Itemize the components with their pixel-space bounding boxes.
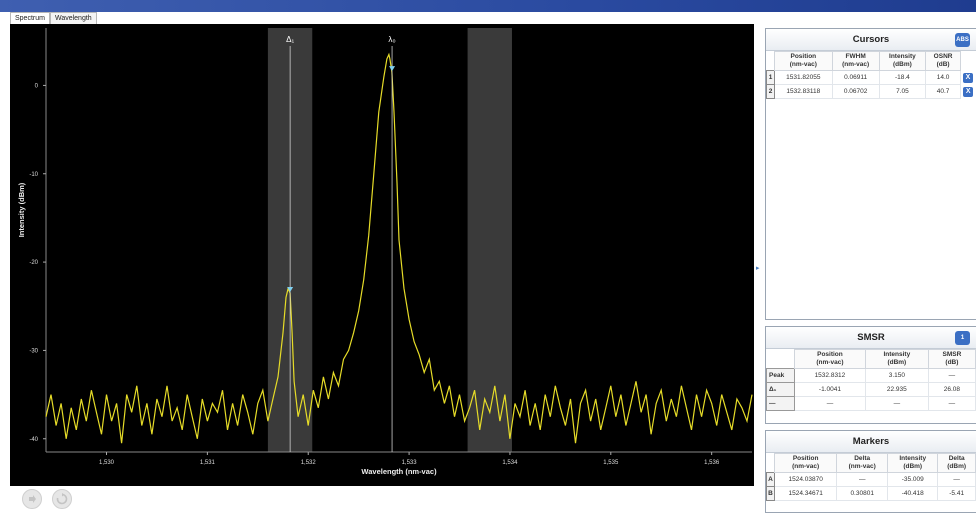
spectrum-chart[interactable]: 0 -10 -20 -30 -40 1,530 1,531 1,532 1,533 1,534 1,… bbox=[10, 24, 754, 486]
row-index: 1 bbox=[766, 70, 775, 85]
column-header-delta-dbm: Delta (dBm) bbox=[937, 453, 976, 473]
cursors-panel-title: Cursors ABS bbox=[766, 29, 976, 51]
column-header-position: Position (nm-vac) bbox=[773, 453, 838, 473]
refresh-button[interactable] bbox=[52, 489, 72, 509]
x-axis-label: Wavelength (nm-vac) bbox=[361, 467, 437, 476]
y-tick-label: 0 bbox=[35, 83, 39, 89]
remove-cursor-button[interactable]: X bbox=[963, 72, 973, 83]
x-tick-label: 1,531 bbox=[200, 460, 216, 466]
smsr-index-badge[interactable]: 1 bbox=[955, 331, 970, 345]
table-row[interactable]: A 1524.03870 — -35.009 — bbox=[766, 472, 976, 487]
markers-panel-title: Markers bbox=[766, 431, 976, 453]
cell-osnr: 14.0 bbox=[925, 70, 961, 85]
cursor-label: Δ₁ bbox=[286, 35, 294, 44]
cell-delta-dbm: — bbox=[937, 472, 976, 487]
x-tick-label: 1,532 bbox=[301, 460, 317, 466]
abs-toggle-button[interactable]: ABS bbox=[955, 33, 970, 47]
table-row[interactable]: 1 1531.82055 0.06911 -18.4 14.0 X bbox=[766, 70, 976, 85]
table-row[interactable]: 2 1532.83118 0.06702 7.05 40.7 X bbox=[766, 84, 976, 99]
column-header-position: Position (nm-vac) bbox=[774, 51, 833, 71]
cell-smsr: — bbox=[927, 368, 976, 383]
table-row[interactable]: B 1524.34671 0.30801 -40.418 -5.41 bbox=[766, 486, 976, 501]
spectrum-trace bbox=[45, 52, 753, 444]
cell-intensity: 3.150 bbox=[864, 368, 929, 383]
spectrum-plot[interactable]: 0 -10 -20 -30 -40 1,530 1,531 1,532 1,533 1,534 1,… bbox=[10, 24, 754, 486]
window-title-bar bbox=[0, 0, 976, 12]
view-tabs: Spectrum Wavelength bbox=[10, 12, 97, 24]
column-header-delta: Delta (nm-vac) bbox=[836, 453, 889, 473]
cell-position: -1.0041 bbox=[794, 382, 866, 397]
x-tick-label: 1,534 bbox=[502, 460, 518, 466]
cell-fwhm: 0.06911 bbox=[831, 70, 880, 85]
cell-delta: 0.30801 bbox=[836, 486, 889, 501]
row-label: Δ₁ bbox=[766, 382, 795, 397]
cell-position: — bbox=[794, 396, 866, 411]
column-header-smsr: SMSR (dB) bbox=[927, 349, 976, 369]
panel-collapse-arrow-icon[interactable]: ▸ bbox=[756, 265, 760, 272]
smsr-panel-title: SMSR 1 bbox=[766, 327, 976, 349]
refresh-icon bbox=[56, 493, 68, 505]
cell-intensity: -18.4 bbox=[878, 70, 927, 85]
cell-smsr: 26.08 bbox=[927, 382, 976, 397]
y-tick-label: -30 bbox=[29, 348, 38, 354]
smsr-panel: SMSR 1 Position (nm-vac) Intensity (dBm)… bbox=[765, 326, 976, 424]
play-icon bbox=[29, 495, 36, 503]
y-tick-label: -10 bbox=[29, 172, 38, 178]
column-header-position: Position (nm-vac) bbox=[794, 349, 866, 369]
row-label: — bbox=[766, 396, 795, 411]
cursor-window-band bbox=[467, 28, 512, 452]
x-tick-label: 1,533 bbox=[402, 460, 418, 466]
row-label: A bbox=[766, 472, 775, 487]
y-tick-label: -40 bbox=[29, 437, 38, 443]
cell-intensity: — bbox=[864, 396, 929, 411]
cell-intensity: 7.05 bbox=[878, 84, 927, 99]
cell-fwhm: 0.06702 bbox=[831, 84, 880, 99]
column-header-intensity: Intensity (dBm) bbox=[887, 453, 939, 473]
cell-delta-dbm: -5.41 bbox=[937, 486, 976, 501]
play-button[interactable] bbox=[22, 489, 42, 509]
y-axis-label: Intensity (dBm) bbox=[17, 182, 26, 237]
row-index: 2 bbox=[766, 84, 775, 99]
table-row[interactable]: — — — — bbox=[766, 396, 976, 411]
row-label: B bbox=[766, 486, 775, 501]
cell-position: 1524.34671 bbox=[773, 486, 838, 501]
cell-position: 1524.03870 bbox=[773, 472, 838, 487]
cell-position: 1532.83118 bbox=[774, 84, 833, 99]
table-row[interactable]: Δ₁ -1.0041 22.935 26.08 bbox=[766, 382, 976, 397]
tab-spectrum[interactable]: Spectrum bbox=[10, 12, 50, 24]
x-tick-label: 1,530 bbox=[99, 460, 115, 466]
x-tick-label: 1,535 bbox=[603, 460, 619, 466]
y-tick-label: -20 bbox=[29, 260, 38, 266]
cell-intensity: 22.935 bbox=[864, 382, 929, 397]
markers-table: Position (nm-vac) Delta (nm-vac) Intensi… bbox=[766, 453, 976, 501]
cell-smsr: — bbox=[927, 396, 976, 411]
row-label: Peak bbox=[766, 368, 795, 383]
column-header-fwhm: FWHM (nm-vac) bbox=[831, 51, 880, 71]
x-tick-label: 1,536 bbox=[704, 460, 720, 466]
column-header-intensity: Intensity (dBm) bbox=[878, 51, 927, 71]
cursors-table: Position (nm-vac) FWHM (nm-vac) Intensit… bbox=[766, 51, 976, 99]
column-header-intensity: Intensity (dBm) bbox=[864, 349, 929, 369]
smsr-table: Position (nm-vac) Intensity (dBm) SMSR (… bbox=[766, 349, 976, 411]
cell-osnr: 40.7 bbox=[925, 84, 961, 99]
tab-wavelength[interactable]: Wavelength bbox=[49, 12, 97, 24]
column-header-osnr: OSNR (dB) bbox=[925, 51, 961, 71]
cell-intensity: -40.418 bbox=[887, 486, 939, 501]
table-row[interactable]: Peak 1532.8312 3.150 — bbox=[766, 368, 976, 383]
cursors-panel: Cursors ABS Position (nm-vac) FWHM (nm-v… bbox=[765, 28, 976, 320]
cell-position: 1531.82055 bbox=[774, 70, 833, 85]
cursor-marker-icon bbox=[287, 287, 294, 292]
markers-panel: Markers Position (nm-vac) Delta (nm-vac)… bbox=[765, 430, 976, 513]
cursor-label: λ₀ bbox=[388, 35, 395, 44]
cursor-marker-icon bbox=[389, 66, 396, 72]
cell-position: 1532.8312 bbox=[794, 368, 866, 383]
cell-delta: — bbox=[836, 472, 889, 487]
remove-cursor-button[interactable]: X bbox=[963, 86, 974, 97]
cell-intensity: -35.009 bbox=[887, 472, 939, 487]
